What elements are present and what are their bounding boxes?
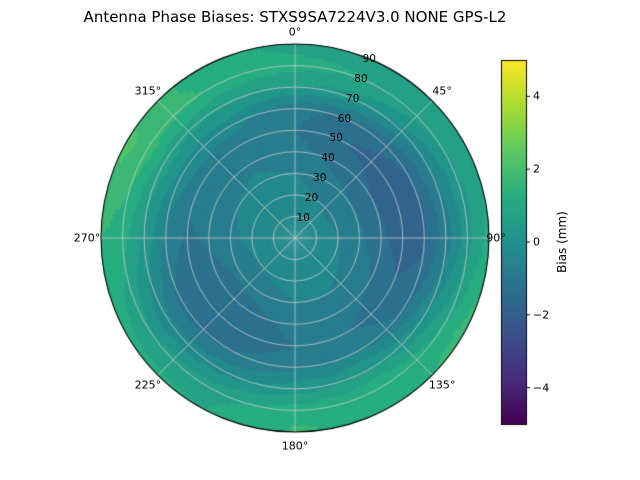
radial-tick-label: 50 (329, 132, 343, 145)
radial-tick-label: 70 (346, 92, 360, 105)
radial-tick-label: 40 (321, 152, 335, 165)
colorbar-tick-label: 0 (533, 235, 540, 249)
radial-tick-label: 90 (362, 52, 376, 65)
azimuth-tick-label: 45° (432, 84, 452, 98)
colorbar-tick-label: −2 (533, 308, 550, 322)
colorbar-tick-label: 2 (533, 162, 540, 176)
azimuth-tick-label: 225° (134, 378, 162, 392)
radial-tick-label: 10 (296, 212, 310, 225)
colorbar-tick-label: 4 (533, 89, 540, 103)
azimuth-tick-label: 135° (428, 378, 456, 392)
azimuth-tick-label: 270° (73, 231, 101, 245)
colorbar-axis-label: Bias (mm) (555, 211, 569, 273)
azimuth-tick-label: 315° (134, 84, 162, 98)
azimuth-tick-label: 180° (281, 439, 309, 453)
azimuth-tick-label: 0° (288, 25, 302, 39)
radial-tick-label: 60 (337, 112, 352, 125)
radial-tick-label: 80 (354, 72, 368, 85)
azimuth-tick-label: 90° (486, 231, 506, 245)
colorbar-tick-label: −4 (533, 381, 550, 395)
chart-title: Antenna Phase Biases: STXS9SA7224V3.0 NO… (83, 8, 507, 26)
radial-tick-label: 30 (313, 172, 327, 185)
radial-tick-label: 20 (304, 192, 319, 205)
